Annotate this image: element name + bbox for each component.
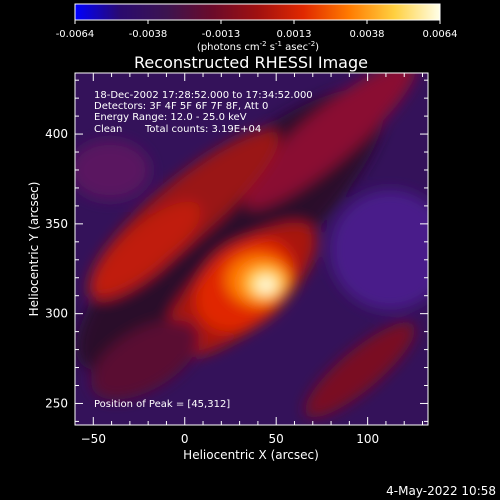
emission-blob: [89, 201, 201, 299]
colorbar-units: (photons cm-2 s-1 asec-2): [197, 40, 319, 53]
y-tick-label: 400: [45, 127, 68, 141]
emission-blob: [330, 190, 428, 310]
x-tick-label: 0: [181, 432, 189, 446]
annotation-total-counts: Total counts: 3.19E+04: [144, 124, 261, 135]
peak-position-label: Position of Peak = [45,312]: [94, 399, 230, 410]
y-tick-labels: 250 300 350 400: [45, 127, 68, 410]
emission-regions: [75, 73, 428, 418]
x-tick-label: −50: [81, 432, 106, 446]
colorbar-gradient: [74, 3, 441, 21]
colorbar-tick-label: -0.0064: [56, 29, 95, 40]
emission-blob: [75, 140, 150, 200]
emission-blob: [244, 73, 416, 209]
colorbar-tick-label: -0.0038: [129, 29, 168, 40]
annotation-time-range: 18-Dec-2002 17:28:52.000 to 17:34:52.000: [94, 90, 313, 101]
observation-annotations: 18-Dec-2002 17:28:52.000 to 17:34:52.000…: [94, 90, 313, 135]
x-axis-label: Heliocentric X (arcsec): [183, 448, 319, 462]
y-tick-label: 300: [45, 307, 68, 321]
y-tick-label: 250: [45, 396, 68, 410]
emission-blob: [90, 320, 200, 400]
chart-title: Reconstructed RHESSI Image: [134, 53, 368, 72]
annotation-detectors: Detectors: 3F 4F 5F 6F 7F 8F, Att 0: [94, 101, 268, 112]
colorbar-tick-label: 0.0064: [423, 29, 458, 40]
annotation-energy-range: Energy Range: 12.0 - 25.0 keV: [94, 112, 247, 123]
footer-timestamp: 4-May-2022 10:58: [386, 484, 496, 498]
y-tick-label: 350: [45, 217, 68, 231]
plot-frame: [74, 72, 429, 426]
colorbar-tick-label: 0.0013: [277, 29, 312, 40]
emission-blob: [256, 277, 276, 293]
colorbar-tick-label: -0.0013: [202, 29, 241, 40]
y-axis-label: Heliocentric Y (arcsec): [27, 182, 41, 317]
colorbar: -0.0064 -0.0038 -0.0013 0.0013 0.0038 0.0064 …: [56, 3, 458, 53]
x-tick-label: 50: [269, 432, 284, 446]
colorbar-ticks: -0.0064 -0.0038 -0.0013 0.0013 0.0038 0.0064: [56, 20, 458, 40]
x-tick-label: 100: [356, 432, 379, 446]
x-tick-labels: −50 0 50 100: [81, 432, 379, 446]
colorbar-tick-label: 0.0038: [350, 29, 385, 40]
axis-ticks: [74, 73, 428, 425]
emission-blob: [304, 322, 416, 418]
annotation-method: Clean: [94, 124, 122, 135]
heatmap-image: [75, 73, 428, 425]
